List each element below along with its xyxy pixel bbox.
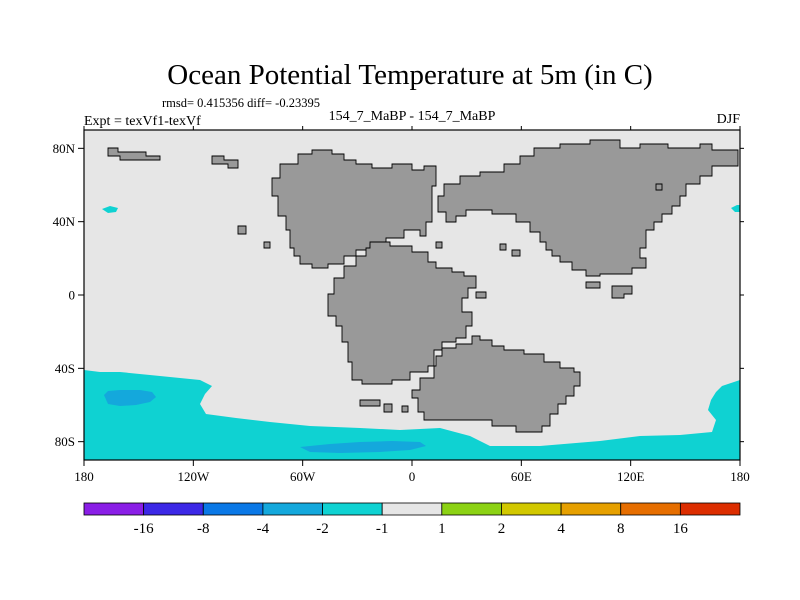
colorbar-swatch-0	[83, 502, 145, 516]
colorbar-swatch-5	[381, 502, 443, 516]
land-island-4	[499, 243, 507, 251]
colorbar-label-3: -2	[316, 521, 329, 537]
land-island-6	[475, 291, 487, 299]
land-island-1	[237, 225, 247, 235]
colorbar-swatch-7	[501, 502, 562, 516]
colorbar-label-8: 8	[617, 521, 625, 537]
colorbar-swatch-2	[202, 502, 264, 516]
land-laurasia-west	[271, 149, 437, 269]
x-tick-label-0: 180	[74, 469, 94, 484]
chart-title: Ocean Potential Temperature at 5m (in C)	[167, 59, 652, 91]
land-island-8	[611, 285, 633, 299]
colorbar-label-6: 2	[498, 521, 506, 537]
stats-line: rmsd= 0.415356 diff= -0.23395	[162, 96, 320, 110]
anomaly-blob-east	[731, 205, 740, 212]
x-tick-label-6: 180	[730, 469, 750, 484]
colorbar-swatch-3	[262, 502, 323, 516]
land-island-12	[401, 405, 409, 413]
y-tick-label-1: 40N	[53, 214, 76, 229]
colorbar-swatch-9	[620, 502, 681, 516]
colorbar-swatch-6	[441, 502, 502, 516]
colorbar-swatch-1	[143, 502, 204, 516]
anomaly-region-deep-2	[300, 441, 426, 453]
y-tick-label-3: 40S	[55, 361, 75, 376]
land-island-7	[585, 281, 601, 289]
y-axis: 80N 40N 0 40S 80S	[53, 141, 744, 449]
land-island-3	[435, 241, 443, 249]
land-island-5	[511, 249, 521, 257]
land-laurasia-east	[437, 139, 739, 277]
colorbar-label-1: -8	[197, 521, 210, 537]
colorbar-swatch-8	[560, 502, 622, 516]
land-gondwana-antarctica-india	[411, 335, 581, 433]
x-tick-label-2: 60W	[290, 469, 316, 484]
land-greenland-north	[107, 147, 161, 161]
x-tick-label-4: 60E	[511, 469, 532, 484]
land-island-10	[359, 399, 381, 407]
colorbar-label-0: -16	[134, 521, 154, 537]
colorbar-label-9: 16	[673, 521, 689, 537]
x-tick-label-1: 120W	[177, 469, 210, 484]
x-tick-label-5: 120E	[617, 469, 645, 484]
land-island-arctic	[211, 155, 239, 169]
x-tick-label-3: 0	[409, 469, 416, 484]
colorbar-swatch-10	[679, 502, 741, 516]
season-label: DJF	[717, 112, 741, 127]
y-tick-label-2: 0	[69, 288, 76, 303]
map-panel	[83, 129, 741, 461]
experiment-label: Expt = texVf1-texVf	[84, 114, 201, 129]
y-tick-label-4: 80S	[55, 434, 75, 449]
period-label: 154_7_MaBP - 154_7_MaBP	[329, 109, 496, 124]
land-island-9	[655, 183, 663, 191]
x-axis: 180 120W 60W 0 60E 120E 180	[74, 126, 750, 484]
land-island-11	[383, 403, 393, 413]
colorbar-label-2: -4	[257, 521, 270, 537]
y-tick-label-0: 80N	[53, 141, 76, 156]
anomaly-region-deep-1	[104, 390, 156, 406]
colorbar: -16 -8 -4 -2 -1 1 2 4 8 16	[83, 502, 741, 537]
colorbar-label-7: 4	[557, 521, 565, 537]
colorbar-label-5: 1	[438, 521, 446, 537]
anomaly-region-south	[84, 370, 740, 460]
anomaly-blob-west	[102, 206, 118, 213]
colorbar-label-4: -1	[376, 521, 389, 537]
colorbar-swatch-4	[322, 502, 383, 516]
land-island-2	[263, 241, 271, 249]
